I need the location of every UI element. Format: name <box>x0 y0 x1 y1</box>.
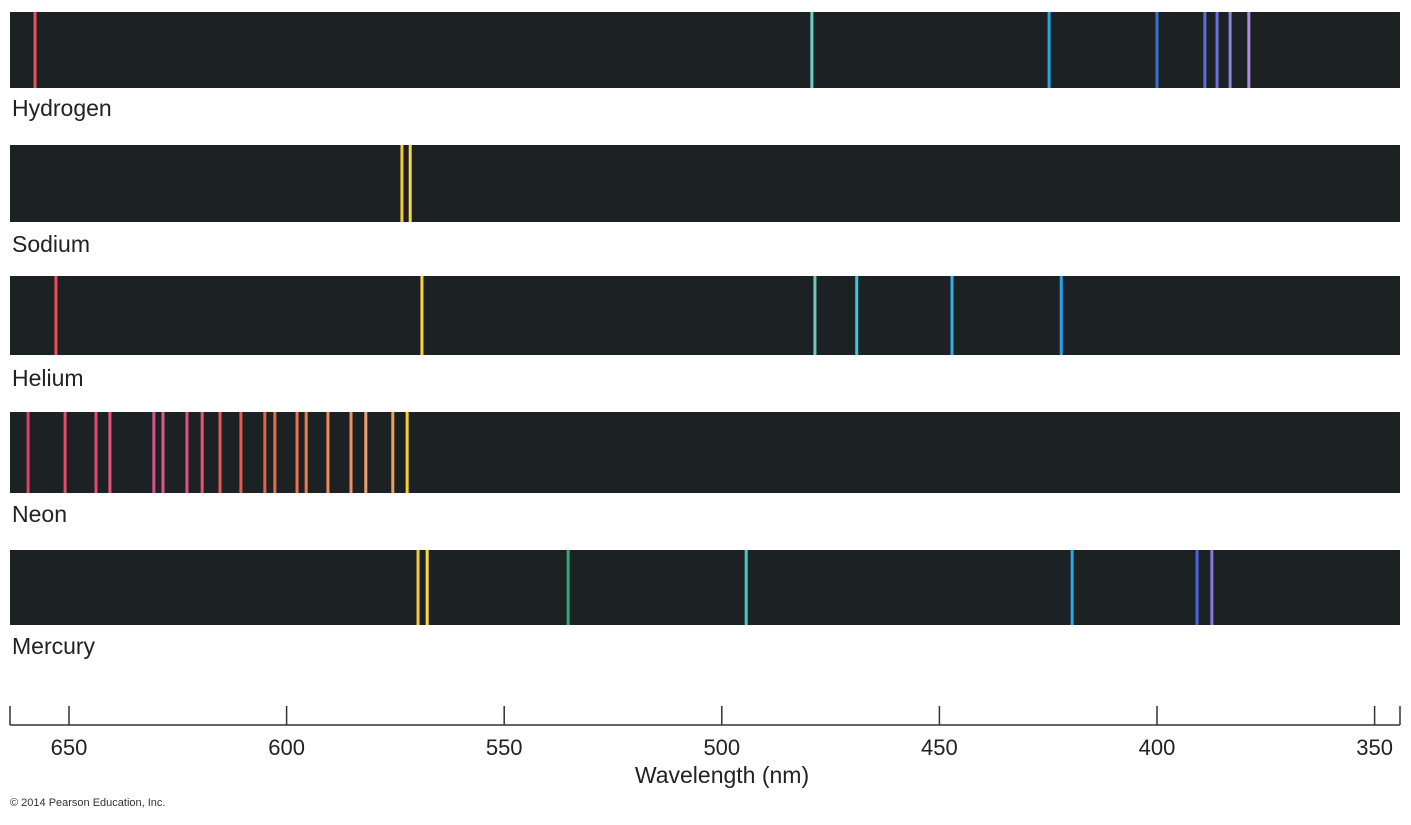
spectral-line <box>161 412 165 493</box>
spectral-line <box>108 412 112 493</box>
spectral-line <box>263 412 267 493</box>
spectral-line <box>63 412 67 493</box>
spectrum-label: Hydrogen <box>12 95 112 121</box>
spectral-line <box>813 276 817 355</box>
spectral-line <box>405 412 409 493</box>
spectral-line <box>1228 12 1232 88</box>
spectral-line <box>1203 12 1207 88</box>
spectral-line <box>273 412 277 493</box>
spectral-line <box>54 276 58 355</box>
spectrum-band-neon <box>10 412 1400 493</box>
spectral-line <box>391 412 395 493</box>
spectral-line <box>152 412 156 493</box>
spectral-line <box>1215 12 1219 88</box>
x-tick-label: 550 <box>485 735 523 760</box>
spectral-line <box>26 412 30 493</box>
spectral-line <box>566 550 570 625</box>
spectral-line <box>239 412 243 493</box>
spectral-line <box>218 412 222 493</box>
copyright: © 2014 Pearson Education, Inc. <box>10 797 166 809</box>
spectral-line <box>744 550 748 625</box>
spectral-line <box>295 412 299 493</box>
x-tick-label: 650 <box>50 735 88 760</box>
spectrum-band-hydrogen <box>10 12 1400 88</box>
spectral-line <box>1047 12 1051 88</box>
spectral-line <box>425 550 429 625</box>
spectral-line <box>416 550 420 625</box>
x-tick-label: 400 <box>1138 735 1176 760</box>
spectral-line <box>810 12 814 88</box>
spectral-line <box>349 412 353 493</box>
spectrum-band-helium <box>10 276 1400 355</box>
spectral-line <box>408 145 412 222</box>
spectral-line <box>364 412 368 493</box>
spectral-line <box>400 145 404 222</box>
spectral-line <box>200 412 204 493</box>
x-tick-label: 450 <box>921 735 958 760</box>
spectral-line <box>420 276 424 355</box>
spectrum-label: Mercury <box>12 633 96 659</box>
spectral-line <box>1195 550 1199 625</box>
spectral-line <box>185 412 189 493</box>
spectral-line <box>94 412 98 493</box>
spectral-line <box>855 276 859 355</box>
x-axis-label: Wavelength (nm) <box>634 762 810 788</box>
spectrum-label: Helium <box>12 365 84 391</box>
spectrum-band-sodium <box>10 145 1400 222</box>
spectrum-label: Neon <box>12 501 67 527</box>
x-tick-label: 350 <box>1356 735 1393 760</box>
x-tick-label: 500 <box>703 735 741 760</box>
spectral-line <box>1210 550 1214 625</box>
spectral-line <box>1070 550 1074 625</box>
spectral-line <box>326 412 330 493</box>
spectral-line <box>304 412 308 493</box>
spectral-line <box>33 12 37 88</box>
spectrum-label: Sodium <box>12 231 90 257</box>
spectral-line <box>1059 276 1063 355</box>
spectral-line <box>1155 12 1159 88</box>
spectrum-band-mercury <box>10 550 1400 625</box>
spectral-line <box>1247 12 1251 88</box>
spectral-line <box>950 276 954 355</box>
x-tick-label: 600 <box>268 735 305 760</box>
